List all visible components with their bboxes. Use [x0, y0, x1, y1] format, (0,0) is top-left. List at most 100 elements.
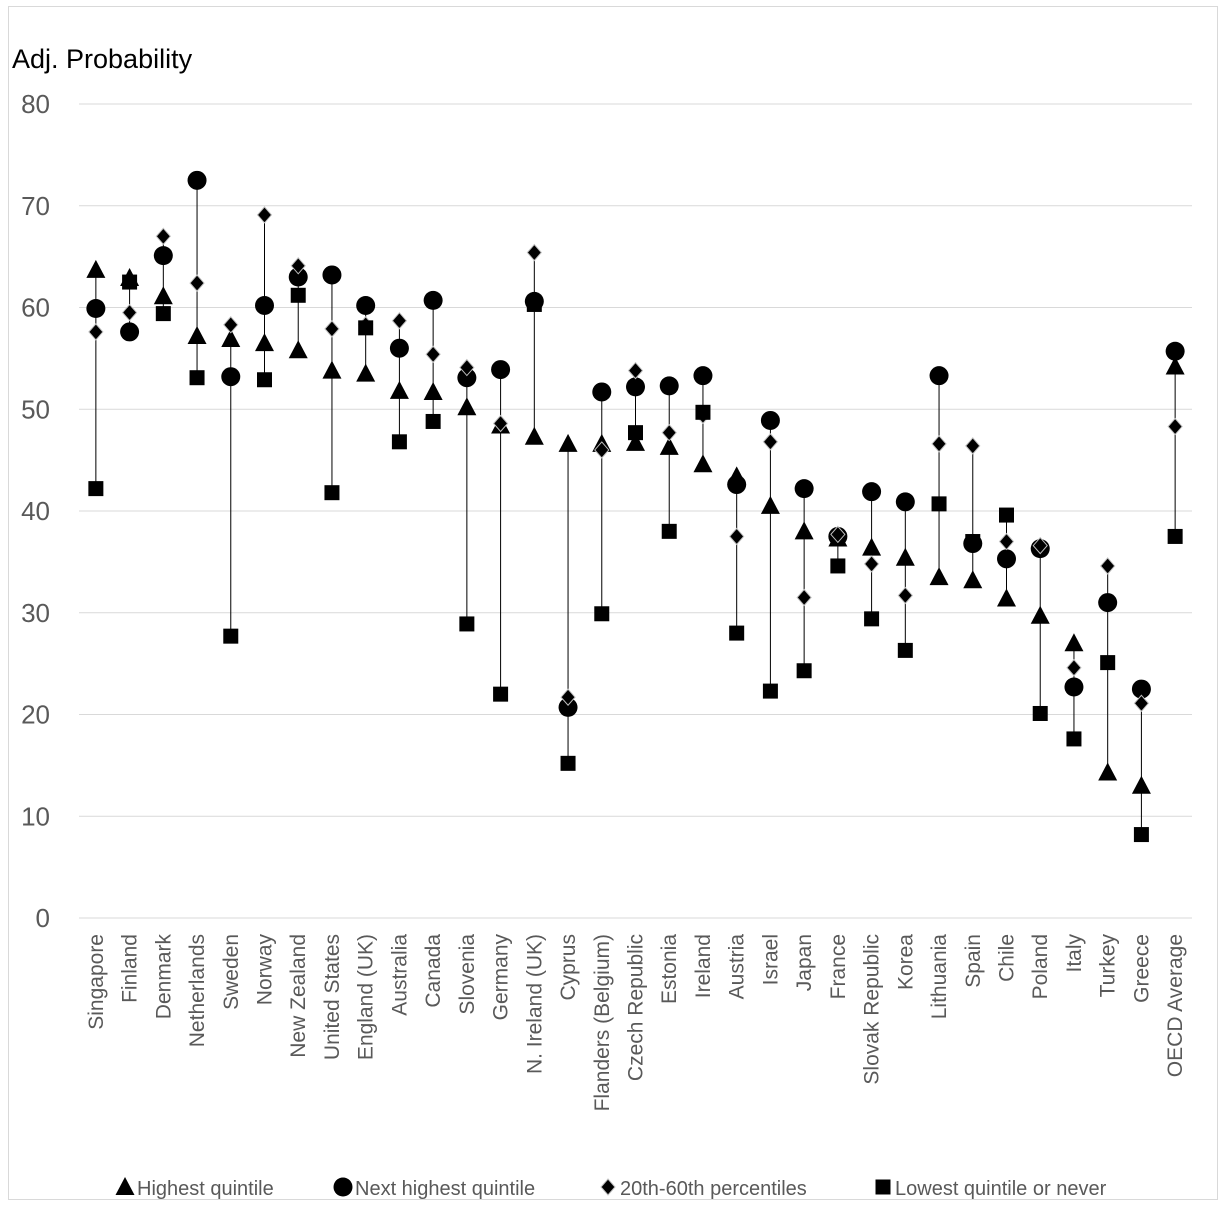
marker-circle: [187, 170, 207, 190]
legend-label: Highest quintile: [137, 1178, 274, 1200]
category-label: Germany: [490, 934, 513, 1021]
marker-diamond: [391, 311, 408, 330]
marker-square: [1100, 655, 1116, 671]
category-label: Singapore: [85, 934, 108, 1030]
marker-square: [695, 404, 711, 420]
marker-triangle: [1030, 605, 1050, 624]
marker-square: [391, 434, 407, 450]
marker-circle: [693, 366, 713, 386]
marker-diamond: [560, 688, 576, 706]
marker-circle: [1131, 679, 1151, 699]
marker-square: [897, 642, 913, 658]
marker-triangle: [423, 381, 443, 400]
marker-triangle: [322, 360, 342, 379]
category-label: Sweden: [220, 934, 243, 1010]
y-tick-label: 40: [21, 496, 50, 526]
marker-diamond: [830, 525, 846, 544]
marker-triangle: [558, 433, 578, 452]
marker-diamond: [931, 435, 947, 453]
marker-triangle: [457, 397, 477, 416]
marker-circle: [457, 368, 477, 388]
marker-square: [88, 481, 104, 497]
marker-circle: [255, 295, 274, 315]
marker-square: [290, 287, 306, 303]
marker-circle: [153, 246, 173, 266]
category-label: Turkey: [1097, 934, 1120, 998]
marker-triangle: [659, 436, 679, 455]
marker-triangle: [760, 495, 780, 514]
y-tick-label: 0: [36, 903, 50, 933]
legend-label: Lowest quintile or never: [895, 1178, 1107, 1200]
legend-marker-diamond: [600, 1178, 616, 1196]
marker-square: [999, 507, 1014, 523]
marker-triangle: [1131, 775, 1151, 794]
category-label: England (UK): [355, 934, 378, 1060]
marker-diamond: [324, 320, 340, 338]
marker-triangle: [895, 547, 915, 566]
marker-square: [796, 663, 812, 679]
marker-triangle: [288, 340, 308, 359]
marker-diamond: [459, 358, 475, 377]
category-label: Poland: [1029, 934, 1052, 999]
legend-marker-triangle: [115, 1177, 135, 1195]
marker-circle: [1098, 593, 1118, 613]
marker-triangle: [221, 329, 241, 348]
marker-square: [223, 628, 239, 644]
category-label: Lithuania: [928, 934, 951, 1020]
marker-circle: [626, 377, 645, 397]
marker-square: [1066, 731, 1082, 747]
marker-diamond: [1167, 417, 1183, 436]
marker-triangle: [862, 537, 882, 556]
marker-circle: [322, 265, 342, 285]
category-label: N. Ireland (UK): [523, 934, 546, 1074]
marker-diamond: [492, 414, 509, 433]
marker-diamond: [425, 345, 441, 364]
marker-triangle: [997, 588, 1016, 607]
marker-square: [560, 755, 576, 771]
marker-diamond: [223, 316, 239, 334]
category-label: Japan: [793, 934, 816, 991]
marker-circle: [356, 295, 376, 315]
legend-marker-circle: [333, 1177, 353, 1197]
marker-circle: [760, 410, 780, 430]
marker-triangle: [929, 567, 949, 586]
marker-diamond: [729, 527, 745, 546]
marker-square: [1032, 705, 1048, 721]
marker-circle: [727, 475, 747, 495]
marker-diamond: [965, 437, 981, 455]
marker-triangle: [389, 380, 409, 399]
category-label: OECD Average: [1164, 934, 1187, 1077]
marker-diamond: [256, 206, 273, 224]
marker-diamond: [661, 423, 677, 442]
category-label: Finland: [119, 934, 142, 1003]
category-label: Canada: [422, 934, 445, 1008]
marker-triangle: [693, 454, 713, 473]
y-tick-label: 60: [21, 293, 50, 323]
marker-square: [358, 320, 374, 336]
marker-circle: [120, 322, 140, 342]
category-label: Netherlands: [186, 934, 209, 1047]
category-label: New Zealand: [287, 934, 310, 1058]
category-label: Norway: [254, 934, 277, 1006]
category-label: Austria: [726, 934, 749, 1000]
category-label: Denmark: [152, 934, 175, 1020]
marker-square: [1133, 827, 1149, 843]
category-label: Estonia: [658, 934, 681, 1004]
category-label: Ireland: [692, 934, 715, 998]
marker-circle: [1165, 341, 1185, 361]
category-label: Chile: [996, 934, 1019, 982]
marker-diamond: [121, 303, 138, 322]
marker-diamond: [290, 257, 306, 275]
marker-square: [628, 425, 643, 441]
y-axis-label: Adj. Probability: [12, 44, 193, 74]
marker-circle: [288, 267, 308, 287]
marker-triangle: [626, 432, 645, 451]
y-tick-label: 80: [21, 89, 50, 119]
marker-triangle: [153, 286, 173, 305]
marker-triangle: [1064, 633, 1084, 652]
marker-triangle: [794, 521, 814, 540]
category-label: Czech Republic: [625, 934, 648, 1081]
marker-triangle: [524, 426, 544, 445]
marker-diamond: [627, 361, 644, 380]
